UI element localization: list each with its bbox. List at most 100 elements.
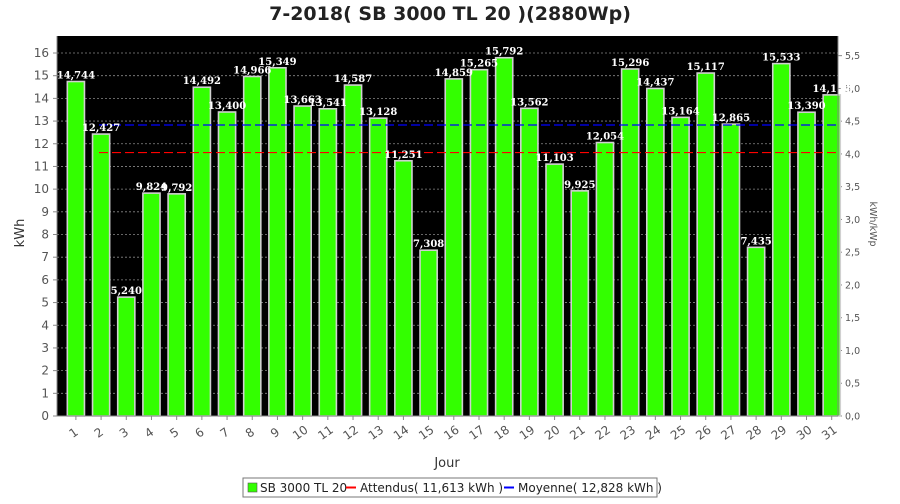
x-tick-label: 2 — [92, 425, 106, 441]
y2-tick-label: 4,0 — [845, 149, 860, 160]
y2-tick-label: 2,5 — [845, 248, 860, 259]
y-tick-label: 14 — [34, 91, 49, 105]
data-label: 15,117 — [687, 62, 725, 73]
legend-swatch-bar — [247, 482, 258, 493]
data-label: 13,541 — [309, 98, 347, 109]
bar — [268, 66, 287, 417]
x-tick-label: 22 — [592, 423, 613, 443]
x-tick-label: 29 — [769, 423, 790, 443]
bar — [771, 62, 791, 417]
y2-tick-label: 4,5 — [845, 117, 860, 128]
bar — [570, 190, 590, 417]
x-tick-label: 9 — [268, 425, 282, 441]
y2-tick-label: 5,5 — [845, 51, 860, 62]
x-tick-label: 28 — [744, 423, 765, 443]
data-label: 12,427 — [82, 123, 120, 134]
x-tick-label: 23 — [618, 423, 639, 443]
data-label: 9,792 — [161, 183, 192, 194]
x-tick-label: 3 — [117, 425, 131, 441]
bar — [217, 111, 237, 417]
bar — [721, 123, 741, 417]
data-label: 13,562 — [510, 97, 548, 108]
data-label: 14,587 — [334, 74, 372, 85]
bar — [167, 193, 187, 417]
data-label: 14,154 — [813, 84, 851, 95]
data-label: 11,251 — [384, 150, 422, 161]
data-label: 15,533 — [762, 53, 800, 64]
data-label: 14,492 — [183, 76, 221, 87]
data-label: 12,054 — [586, 132, 624, 143]
legend-label-series: SB 3000 TL 20 — [260, 481, 347, 495]
bar — [142, 192, 161, 417]
data-label: 14,859 — [435, 68, 473, 79]
y-axis-label: kWh — [13, 219, 28, 248]
x-tick-label: 26 — [693, 423, 714, 443]
y-tick-label: 13 — [34, 114, 49, 128]
y-tick-label: 12 — [34, 137, 49, 151]
bar — [343, 84, 363, 417]
bar — [746, 246, 766, 417]
x-tick-label: 6 — [192, 425, 206, 441]
y-tick-label: 16 — [34, 46, 49, 60]
bar — [242, 75, 262, 417]
bar — [192, 86, 212, 417]
y2-axis-label: kWh/kWp — [867, 201, 878, 246]
y-tick-label: 10 — [34, 182, 49, 196]
y-tick-label: 9 — [41, 205, 49, 219]
x-tick-label: 7 — [218, 425, 232, 441]
data-label: 14,437 — [636, 77, 674, 88]
x-tick-label: 21 — [567, 423, 588, 443]
y2-tick-label: 5,0 — [845, 84, 860, 95]
data-label: 14,744 — [57, 71, 95, 82]
bar — [318, 108, 338, 417]
data-label: 15,296 — [611, 58, 649, 69]
data-label: 11,103 — [535, 153, 573, 164]
x-tick-label: 20 — [542, 423, 563, 443]
data-label: 13,663 — [283, 95, 321, 106]
bar — [620, 68, 640, 417]
bar — [494, 56, 514, 417]
x-tick-label: 17 — [466, 423, 487, 443]
y2-tick-label: 1,0 — [845, 346, 860, 357]
x-tick-label: 1 — [66, 425, 80, 441]
bar — [671, 116, 690, 417]
y-tick-label: 7 — [41, 250, 49, 264]
bar — [469, 68, 489, 417]
data-label: 5,240 — [111, 286, 142, 297]
data-label: 13,400 — [208, 101, 246, 112]
data-label: 13,164 — [661, 106, 699, 117]
y-tick-label: 2 — [41, 364, 49, 378]
bar — [595, 141, 615, 417]
y2-tick-label: 3,5 — [845, 182, 860, 193]
x-tick-label: 16 — [441, 423, 462, 443]
data-label: 13,128 — [359, 107, 397, 118]
x-tick-label: 8 — [243, 425, 257, 441]
x-tick-label: 12 — [340, 423, 361, 443]
x-tick-label: 30 — [794, 423, 815, 443]
bar — [444, 78, 464, 417]
y-tick-label: 15 — [34, 69, 49, 83]
x-axis-label: Jour — [433, 456, 460, 471]
x-tick-label: 25 — [668, 423, 689, 443]
data-label: 15,265 — [460, 59, 498, 70]
x-tick-label: 13 — [366, 423, 387, 443]
data-label: 13,390 — [787, 101, 825, 112]
x-tick-label: 18 — [492, 423, 513, 443]
bar — [645, 87, 665, 417]
x-tick-label: 27 — [718, 423, 739, 443]
x-tick-label: 24 — [643, 423, 664, 443]
data-label: 9,925 — [564, 180, 595, 191]
x-tick-label: 31 — [819, 423, 840, 443]
x-tick-label: 5 — [167, 425, 181, 441]
y-tick-label: 5 — [41, 296, 49, 310]
plot-area: 0123456789101112131415160,00,51,01,52,02… — [34, 36, 860, 443]
legend-label-expected: Attendus( 11,613 kWh ) — [360, 481, 503, 495]
x-tick-label: 14 — [391, 423, 412, 443]
y2-tick-label: 0,5 — [845, 379, 860, 390]
bar — [797, 111, 816, 417]
x-tick-label: 15 — [416, 423, 437, 443]
y2-tick-label: 0,0 — [845, 412, 860, 423]
data-label: 7,435 — [740, 236, 771, 247]
